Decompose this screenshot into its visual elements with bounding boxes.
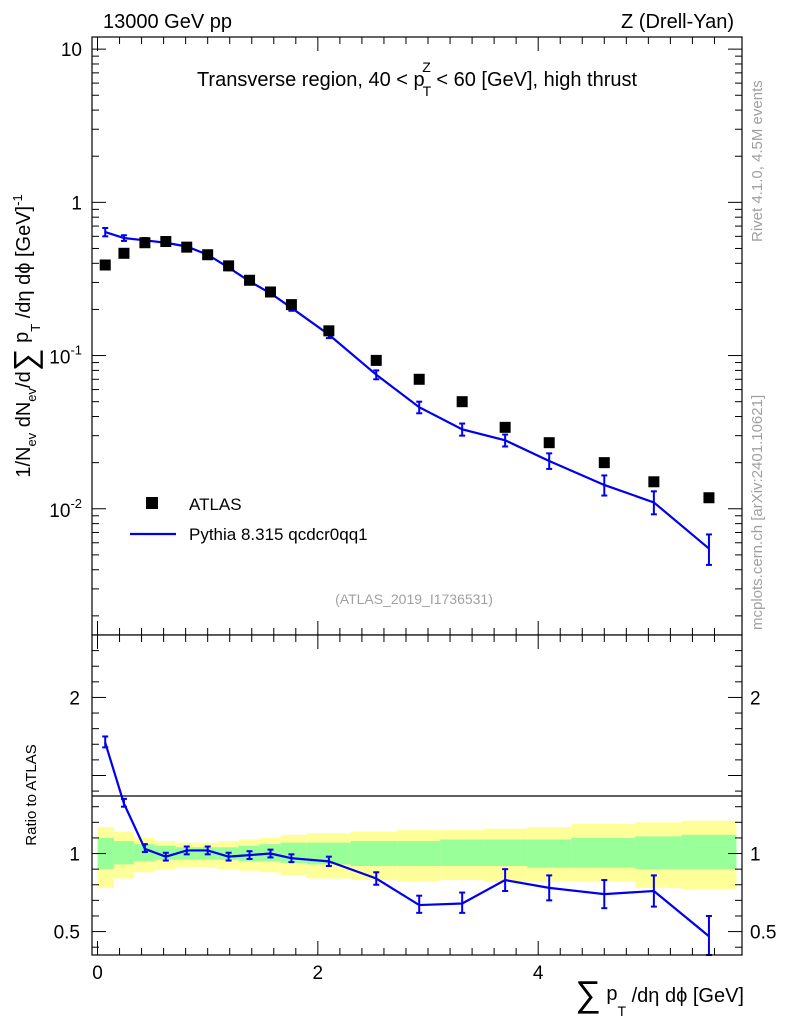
ratio-panel: 0.5 0.5 1 1 2 2 0 2 4 Ratio to ATLAS ∑ pT /dη dϕ… — [23, 634, 777, 1019]
ratio-band-green — [483, 839, 528, 867]
ylabel-part-8: /dη dϕ [GeV] — [13, 206, 35, 324]
ratio-ytick-label-left: 0.5 — [54, 923, 80, 944]
ylabel-part-7: T — [28, 324, 43, 332]
x-axis-label: ∑ pT /dη dϕ [GeV] — [575, 973, 744, 1019]
atlas-data-point — [499, 421, 511, 433]
main-title-sup: Z — [422, 59, 431, 75]
main-ytick-label: 10-2 — [49, 496, 82, 522]
ratio-band-green — [397, 841, 441, 867]
atlas-data-point — [285, 299, 297, 311]
atlas-data-point — [244, 274, 256, 286]
main-y-axis-label: 1/Nev dNev/d∑ pT /dη dϕ [GeV]-1 — [7, 194, 43, 477]
main-ytick-label-base: 10 — [49, 348, 70, 369]
legend: ATLAS Pythia 8.315 qcdcr0qq1 — [130, 495, 368, 544]
header-left: 13000 GeV pp — [103, 11, 232, 33]
atlas-data-point — [703, 492, 715, 504]
rivet-version-label: Rivet 4.1.0, 4.5M events — [749, 80, 766, 242]
atlas-data-point — [456, 396, 468, 408]
ratio-band-green — [306, 842, 351, 865]
main-ytick-label: 1 — [71, 193, 82, 214]
main-title-post: < 60 [GeV], high thrust — [431, 69, 638, 91]
ratio-band-green — [114, 841, 134, 865]
ratio-ytick-label-right: 0.5 — [750, 923, 776, 944]
atlas-data-point — [413, 373, 425, 385]
xlabel-part-2: T — [618, 1003, 627, 1019]
header-right: Z (Drell-Yan) — [621, 11, 734, 33]
ratio-axis-ticks — [92, 635, 742, 955]
xlabel-part-1: p — [601, 983, 618, 1005]
ratio-ytick-label-right: 2 — [750, 688, 761, 709]
xlabel-part-0: ∑ — [575, 973, 601, 1014]
ratio-band-green — [571, 837, 636, 868]
ratio-band-green — [350, 841, 398, 867]
ylabel-part-9: -1 — [10, 194, 25, 206]
atlas-data-point — [648, 476, 660, 488]
ratio-xtick-label: 0 — [92, 963, 103, 984]
atlas-data-point — [543, 437, 555, 449]
ratio-uncertainty-bands — [97, 820, 737, 890]
ylabel-part-4: /d — [13, 371, 35, 388]
atlas-data-point — [323, 325, 335, 337]
ylabel-part-5: ∑ — [7, 348, 43, 371]
atlas-data-point — [223, 260, 235, 272]
main-series-layer — [99, 227, 715, 566]
ratio-line — [104, 742, 710, 938]
legend-atlas-label: ATLAS — [189, 495, 242, 514]
atlas-data-point — [370, 354, 382, 366]
ratio-ytick-label-left: 2 — [69, 688, 80, 709]
main-title-sub: T — [423, 83, 432, 99]
mcplots-source-label: mcplots.cern.ch [arXiv:2401.10621] — [749, 395, 766, 630]
ylabel-part-0: 1/N — [13, 447, 35, 478]
ylabel-part-3: ev — [24, 387, 39, 401]
main-ytick-label: 10-1 — [49, 343, 82, 369]
main-plot-area — [92, 37, 742, 635]
ratio-band-green — [527, 839, 572, 868]
xlabel-part-3: /dη dϕ [GeV] — [626, 985, 744, 1007]
atlas-data-point — [202, 249, 214, 261]
ratio-y-axis-label: Ratio to ATLAS — [23, 744, 40, 845]
atlas-data-point — [118, 247, 130, 259]
atlas-data-point — [264, 286, 276, 298]
ratio-xtick-label: 4 — [533, 963, 544, 984]
main-ytick-label-base: 10 — [49, 501, 70, 522]
legend-pythia-label: Pythia 8.315 qcdcr0qq1 — [189, 525, 368, 544]
analysis-watermark: (ATLAS_2019_I1736531) — [335, 591, 493, 607]
main-axis-ticks — [92, 37, 742, 635]
ratio-ytick-label-left: 1 — [69, 845, 80, 866]
main-title-pre: Transverse region, 40 < p — [197, 69, 425, 91]
ratio-band-green — [681, 834, 737, 870]
ylabel-part-2: dN — [13, 402, 35, 433]
main-ytick-label: 10 — [61, 40, 82, 61]
atlas-data-point — [99, 259, 111, 271]
legend-atlas-marker — [146, 497, 158, 509]
ratio-tick-labels: 0.5 0.5 1 1 2 2 0 2 4 — [54, 688, 777, 984]
atlas-data-point — [598, 457, 610, 469]
atlas-data-point — [181, 241, 193, 253]
main-ytick-label-exp: -1 — [70, 343, 82, 358]
ratio-band-green — [440, 839, 484, 867]
ratio-frame — [91, 634, 743, 956]
ratio-ytick-label-right: 1 — [750, 845, 761, 866]
ratio-plot-area — [92, 635, 742, 955]
ratio-xtick-label: 2 — [313, 963, 324, 984]
main-ytick-label-exp: -2 — [70, 496, 82, 511]
ylabel-part-1: ev — [24, 432, 39, 446]
ylabel-part-6: p — [11, 332, 33, 349]
ratio-band-green — [635, 836, 682, 870]
atlas-data-point — [160, 236, 172, 248]
main-title: Transverse region, 40 < pTZ < 60 [GeV], … — [197, 59, 638, 99]
atlas-data-point — [139, 237, 151, 249]
